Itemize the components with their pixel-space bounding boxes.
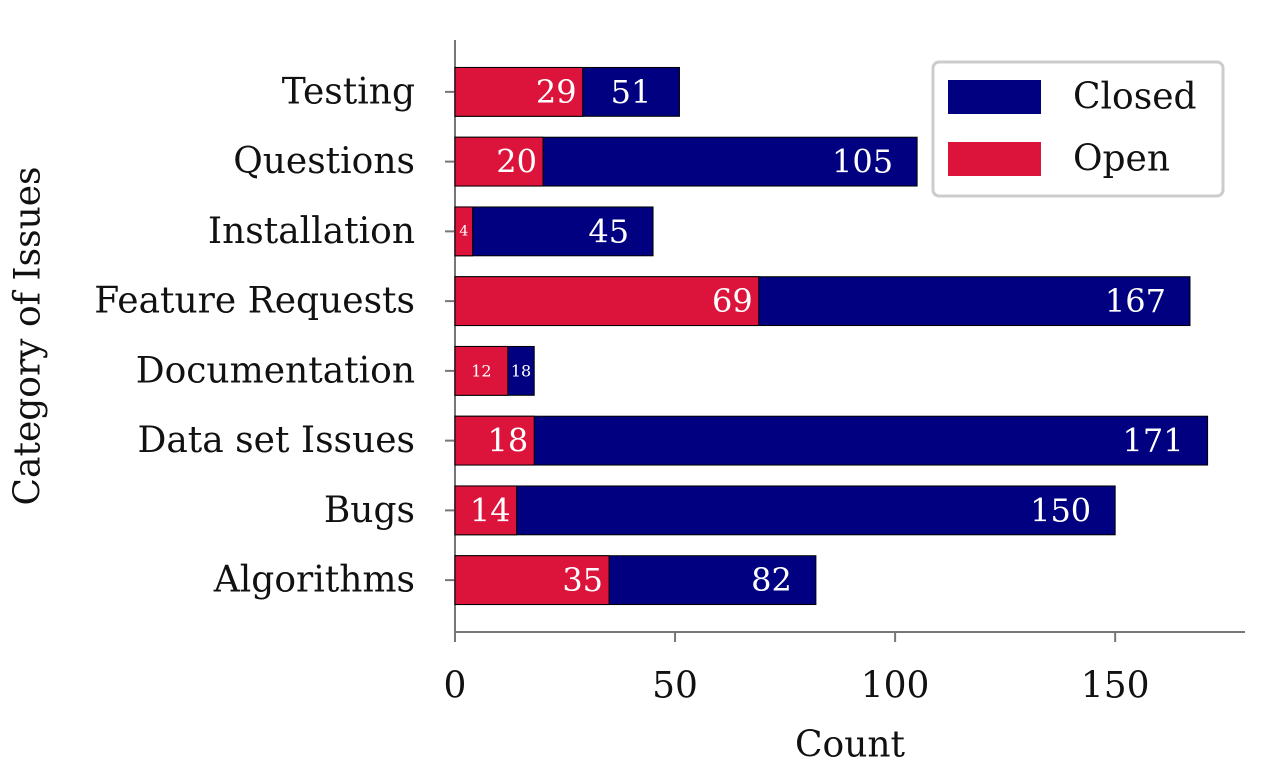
bar <box>454 136 544 187</box>
data-label: 18 <box>488 422 529 460</box>
data-label: 51 <box>611 73 652 111</box>
legend-label: Open <box>1073 139 1170 180</box>
data-label: 35 <box>562 561 603 599</box>
bar <box>454 206 654 257</box>
x-tick-label: 100 <box>861 666 930 707</box>
data-label: 171 <box>1123 422 1184 460</box>
y-tick-label: Feature Requests <box>94 281 415 322</box>
data-label: 12 <box>471 361 491 380</box>
bar <box>454 555 610 606</box>
bar <box>454 485 518 536</box>
x-tick-label: 50 <box>652 666 698 707</box>
bar <box>454 276 760 327</box>
data-label: 18 <box>511 361 531 380</box>
bar <box>454 485 1116 536</box>
y-tick-label: Data set Issues <box>137 420 415 461</box>
bar <box>454 415 535 466</box>
y-tick-label: Bugs <box>324 490 415 531</box>
bar <box>454 66 584 117</box>
y-tick-label: Testing <box>282 71 415 112</box>
y-tick-label: Questions <box>233 141 415 182</box>
data-label: 14 <box>470 491 511 529</box>
y-tick-label: Algorithms <box>213 560 415 601</box>
y-axis-title: Category of Issues <box>8 166 49 505</box>
x-tick-label: 0 <box>444 666 467 707</box>
y-tick-label: Installation <box>208 211 415 252</box>
data-label: 167 <box>1105 282 1166 320</box>
data-label: 105 <box>832 143 893 181</box>
bar <box>454 415 1209 466</box>
data-label: 29 <box>536 73 577 111</box>
data-label: 69 <box>712 282 753 320</box>
bar <box>454 206 474 257</box>
data-label: 82 <box>751 561 792 599</box>
legend-swatch <box>948 80 1041 114</box>
data-label: 4 <box>459 223 468 239</box>
legend-label: Closed <box>1073 77 1197 118</box>
x-tick-label: 150 <box>1081 666 1150 707</box>
x-axis-title: Count <box>795 725 906 766</box>
data-label: 45 <box>588 212 629 250</box>
data-label: 150 <box>1030 491 1091 529</box>
legend-swatch <box>948 142 1041 176</box>
y-tick-label: Documentation <box>136 350 415 391</box>
bar <box>454 345 509 396</box>
data-label: 20 <box>496 143 537 181</box>
